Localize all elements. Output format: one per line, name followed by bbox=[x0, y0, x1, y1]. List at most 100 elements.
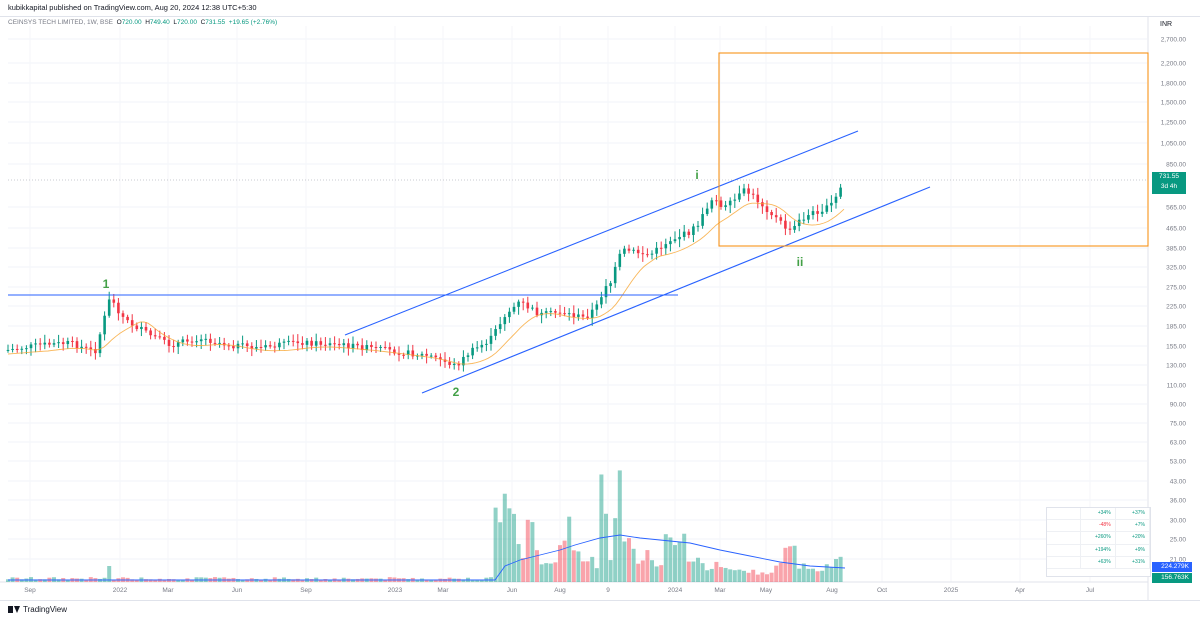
volume-bar bbox=[571, 550, 576, 582]
wave-label: ii bbox=[797, 255, 804, 269]
table-row: +260% +20% bbox=[1047, 532, 1150, 545]
candle-body bbox=[820, 211, 824, 214]
volume-bar bbox=[429, 579, 434, 582]
candle-body bbox=[140, 326, 143, 330]
candle-body bbox=[595, 304, 599, 310]
volume-bar bbox=[498, 522, 503, 582]
x-tick-label: 2025 bbox=[944, 587, 959, 594]
volume-bar bbox=[769, 572, 774, 582]
volume-bar bbox=[213, 577, 217, 582]
candle-body bbox=[692, 226, 695, 235]
candle-body bbox=[43, 342, 47, 345]
candle-body bbox=[572, 313, 576, 317]
volume-bar bbox=[774, 565, 779, 582]
volume-bar bbox=[797, 568, 802, 582]
candle-body bbox=[475, 347, 479, 349]
volume-bar bbox=[42, 579, 47, 582]
stats-table: +34% +37% -48% +7% +260% +20% +194% +9% +63%… bbox=[1046, 507, 1151, 577]
y-tick-label: 185.00 bbox=[1166, 324, 1186, 331]
volume-bar bbox=[153, 579, 158, 582]
y-tick-label: 225.00 bbox=[1166, 304, 1186, 311]
volume-bar bbox=[134, 579, 139, 582]
volume-bar bbox=[111, 579, 116, 582]
candle-body bbox=[613, 266, 617, 284]
candle-body bbox=[342, 343, 346, 346]
volume-bar bbox=[604, 513, 608, 582]
candle-body bbox=[830, 202, 833, 206]
volume-bar bbox=[650, 560, 654, 582]
volume-bar bbox=[834, 559, 838, 582]
volume-bar bbox=[811, 568, 815, 582]
volume-bar bbox=[107, 566, 112, 582]
x-tick-label: May bbox=[760, 587, 773, 594]
candle-body bbox=[6, 349, 10, 351]
volume-bar bbox=[461, 579, 466, 582]
volume-bar bbox=[553, 562, 558, 582]
candle-body bbox=[586, 316, 589, 318]
volume-bar bbox=[640, 560, 645, 582]
candle-body bbox=[724, 205, 727, 207]
candle-body bbox=[802, 219, 806, 221]
y-tick-label: 1,050.00 bbox=[1161, 141, 1187, 148]
volume-bar bbox=[548, 563, 553, 582]
candle-body bbox=[526, 302, 530, 309]
volume-bar bbox=[562, 540, 567, 582]
candle-body bbox=[48, 342, 51, 345]
volume-bar bbox=[516, 544, 521, 582]
volume-bar bbox=[190, 579, 194, 582]
candle-body bbox=[834, 196, 838, 203]
candle-body bbox=[710, 200, 714, 209]
volume-bar bbox=[167, 578, 171, 582]
ema-fast-line bbox=[7, 202, 845, 365]
table-row: +34% +37% bbox=[1047, 508, 1150, 521]
volume-bar bbox=[691, 561, 696, 582]
volume-bar bbox=[576, 551, 581, 582]
candle-body bbox=[567, 313, 571, 315]
volume-bar bbox=[355, 578, 360, 582]
volume-bar bbox=[801, 563, 806, 582]
y-tick-label: 1,500.00 bbox=[1161, 100, 1187, 107]
candle-body bbox=[287, 340, 290, 342]
candle-body bbox=[733, 199, 737, 201]
volume-bar bbox=[130, 579, 135, 582]
x-tick-label: Sep bbox=[300, 587, 312, 594]
volume-bar bbox=[383, 579, 388, 582]
candle-body bbox=[517, 301, 520, 307]
last-price-value: 731.55 bbox=[1159, 173, 1179, 180]
volume-bar bbox=[714, 561, 719, 582]
volume-bar bbox=[783, 547, 788, 582]
x-tick-label: Jun bbox=[507, 587, 518, 594]
candle-body bbox=[452, 363, 456, 365]
candle-body bbox=[420, 353, 424, 356]
tradingview-logo[interactable]: TradingView bbox=[8, 605, 67, 614]
candle-body bbox=[232, 346, 235, 349]
candle-body bbox=[779, 217, 783, 221]
candle-body bbox=[761, 202, 764, 207]
low-label: L bbox=[173, 19, 178, 26]
candle-body bbox=[291, 340, 295, 342]
y-tick-label: 21.00 bbox=[1170, 557, 1187, 564]
close-label: C bbox=[200, 19, 206, 26]
price-chart[interactable]: 2,700.00 2,200.00 1,800.00 1,500.00 1,250.00… bbox=[0, 16, 1200, 600]
candle-body bbox=[314, 341, 318, 346]
candle-body bbox=[627, 248, 631, 251]
candle-body bbox=[144, 326, 148, 331]
wave-label: 2 bbox=[453, 385, 460, 399]
candle-body bbox=[623, 248, 626, 254]
candle-body bbox=[655, 247, 658, 254]
candle-body bbox=[696, 225, 700, 227]
y-tick-label: 2,700.00 bbox=[1161, 37, 1187, 44]
volume-bar bbox=[433, 579, 438, 582]
volume-bar bbox=[645, 550, 650, 582]
candle-body bbox=[406, 350, 410, 355]
x-tick-label: Aug bbox=[826, 587, 838, 594]
candle-body bbox=[531, 307, 534, 309]
candle-body bbox=[319, 341, 323, 345]
volume-bar bbox=[525, 519, 530, 582]
volume-bar bbox=[558, 545, 562, 582]
candle-body bbox=[209, 338, 212, 343]
candle-body bbox=[544, 311, 548, 313]
volume-bar bbox=[682, 533, 687, 582]
volume-bar bbox=[594, 568, 599, 582]
candle-body bbox=[756, 194, 760, 203]
